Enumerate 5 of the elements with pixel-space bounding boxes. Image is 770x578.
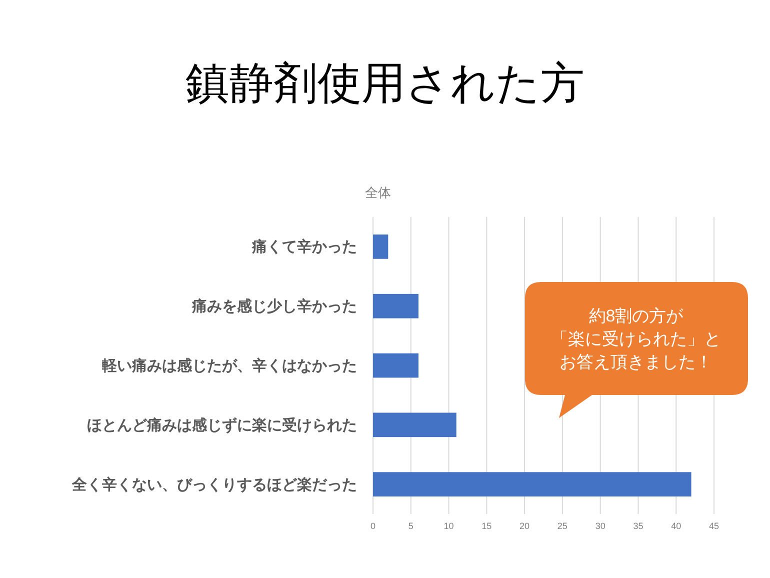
annotation: お答え頂きました！: [560, 352, 712, 372]
annotation: 約8割の方が: [588, 306, 684, 326]
subtitle: 全体: [365, 185, 391, 200]
annotation: 「楽に受けられた」と: [551, 330, 721, 348]
title: 鎮静剤使用された方: [186, 59, 584, 108]
